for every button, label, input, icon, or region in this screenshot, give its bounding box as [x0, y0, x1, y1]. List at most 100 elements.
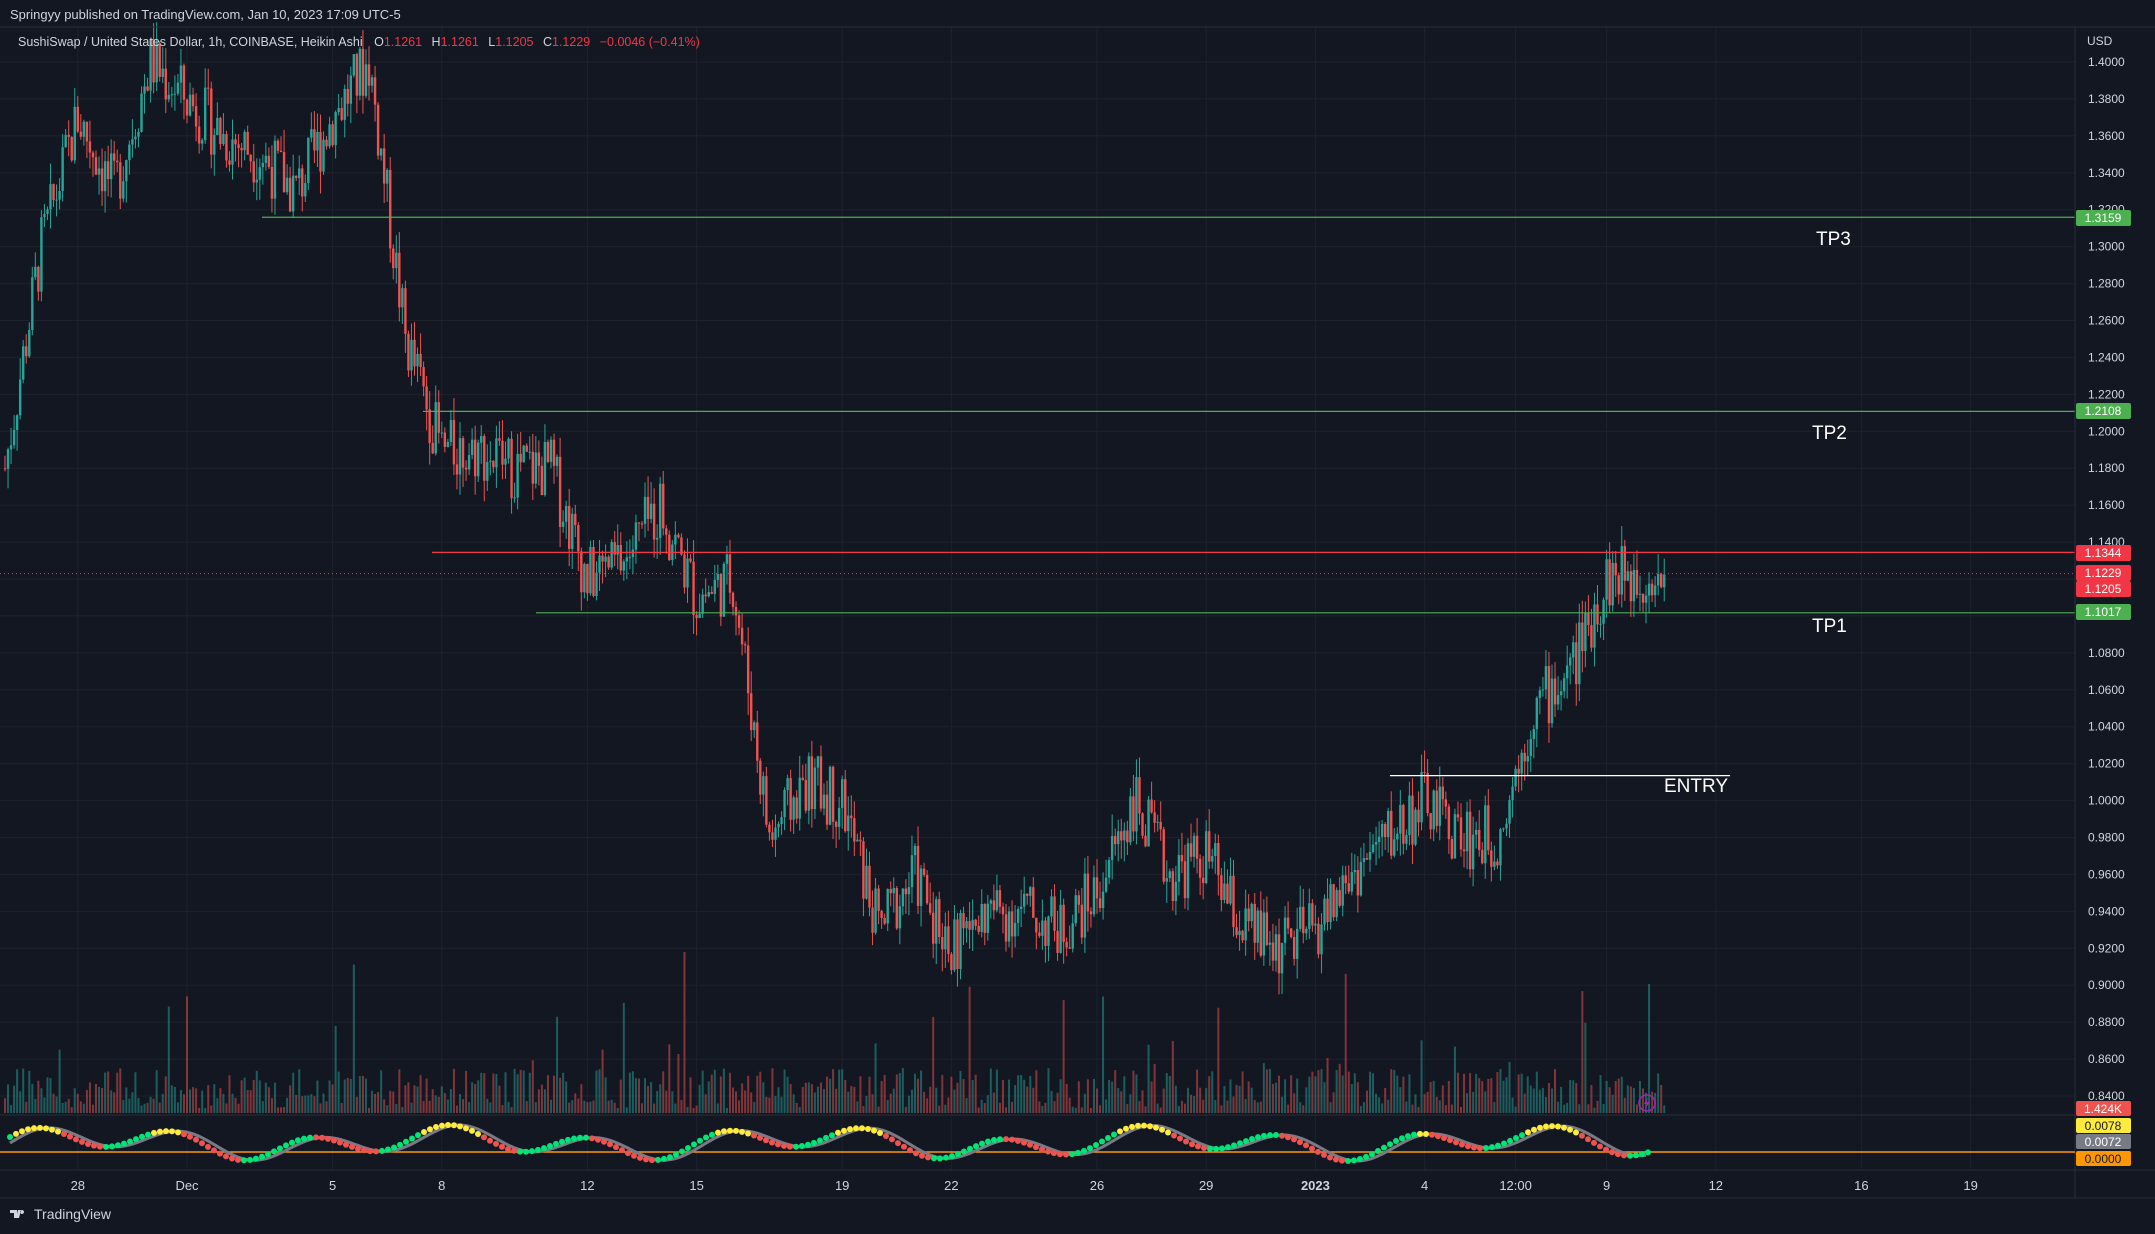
candle-body	[334, 112, 337, 146]
candle-body	[204, 87, 207, 141]
candle-body	[182, 65, 186, 100]
volume-bar	[428, 1100, 431, 1113]
volume-bar	[1065, 1083, 1068, 1113]
candle-body	[449, 419, 453, 443]
ohlc-h-label: H	[432, 35, 441, 49]
candle-body	[483, 436, 486, 481]
volume-bar	[774, 1095, 777, 1113]
candle-body	[49, 184, 52, 210]
price-label-tp2: 1.2108	[2076, 403, 2131, 419]
volume-bar	[525, 1101, 528, 1113]
candle-body	[1408, 795, 1411, 836]
volume-bar	[895, 1074, 898, 1113]
candle-body	[273, 140, 277, 199]
grid	[0, 27, 2075, 1170]
candle-body	[1147, 799, 1150, 847]
candle-body	[1292, 936, 1296, 959]
volume-bar	[1281, 1096, 1284, 1113]
candle-body	[862, 841, 865, 899]
candle-body	[798, 777, 801, 819]
candle-body	[401, 288, 404, 308]
candle-body	[1663, 574, 1666, 588]
volume-bar	[1092, 1078, 1095, 1113]
volume-bar	[31, 1083, 34, 1113]
candle-body	[825, 794, 829, 825]
svg-text:1.2108: 1.2108	[2085, 404, 2122, 418]
candle-body	[1120, 831, 1123, 841]
candle-body	[422, 367, 425, 387]
candle-body	[771, 832, 774, 840]
volume-bar	[1199, 1087, 1202, 1113]
volume-bar	[1547, 1082, 1550, 1113]
volume-bar	[768, 1097, 771, 1113]
candle-body	[932, 912, 935, 944]
volume-bar	[52, 1093, 55, 1113]
volume-bar	[434, 1095, 437, 1113]
candle-body	[1305, 928, 1308, 934]
price-tick-label: 1.3000	[2088, 240, 2125, 254]
volume-bar	[1614, 1080, 1617, 1113]
tradingview-footer[interactable]: TradingView	[10, 1206, 111, 1222]
volume-bar	[401, 1107, 404, 1113]
candle-body	[1590, 625, 1593, 648]
volume-bar	[1393, 1070, 1396, 1113]
candle-body	[464, 467, 468, 470]
volume-bar	[850, 1086, 853, 1113]
price-axis[interactable]: 1.40001.38001.36001.34001.32001.30001.28…	[2088, 55, 2125, 1103]
annotation-tp1[interactable]: TP1	[1812, 616, 1847, 637]
volume-bar	[113, 1092, 116, 1113]
candle-body	[1205, 831, 1208, 883]
volume-bar	[1183, 1103, 1186, 1113]
annotation-tp3[interactable]: TP3	[1816, 229, 1851, 250]
volume-bar	[1593, 1107, 1596, 1113]
volume-bar	[1651, 1091, 1654, 1113]
candle-body	[128, 144, 131, 161]
candle-body	[1156, 821, 1159, 823]
symbol-legend[interactable]: SushiSwap / United States Dollar, 1h, CO…	[18, 35, 700, 49]
volume-bar	[371, 1090, 374, 1113]
candle-body	[947, 926, 950, 955]
volume-bar	[25, 1101, 28, 1113]
candle-body	[1232, 875, 1235, 928]
candle-body	[1656, 574, 1660, 586]
candle-body	[643, 496, 647, 524]
volume-bar	[1484, 1091, 1487, 1113]
candle-body	[1071, 923, 1074, 949]
annotation-entry[interactable]: ENTRY	[1664, 776, 1728, 797]
candle-body	[52, 184, 55, 201]
candle-body	[328, 124, 331, 147]
candle-body	[395, 252, 398, 269]
volume-bar	[1335, 1070, 1338, 1113]
volume-bar	[1417, 1107, 1420, 1113]
annotation-tp2[interactable]: TP2	[1812, 423, 1847, 444]
volume-bar	[1456, 1072, 1459, 1113]
volume-bar	[783, 1069, 786, 1113]
svg-text:1.424K: 1.424K	[2084, 1102, 2122, 1116]
tradingview-logo-icon	[10, 1210, 25, 1218]
volume-bar	[413, 1085, 416, 1113]
volume-bar	[562, 1072, 565, 1113]
lightning-icon[interactable]	[1638, 1094, 1656, 1112]
candle-body	[780, 817, 783, 825]
candle-body	[237, 144, 240, 148]
volume-bar	[1223, 1086, 1226, 1113]
time-axis[interactable]: 28 Dec 5 8 12 15 19 22 26 29 2023 4 12:00 9 12 16 19	[71, 1178, 1978, 1193]
volume-bar	[680, 1099, 683, 1113]
candle-body	[1341, 875, 1344, 906]
volume-bar	[416, 1086, 419, 1113]
candle-body	[1520, 752, 1523, 774]
volume-bar	[1020, 1074, 1023, 1113]
volume-bar	[941, 1074, 944, 1113]
volume-bar	[647, 1085, 650, 1113]
volume-bar	[1408, 1074, 1411, 1113]
volume-bar	[886, 1099, 889, 1113]
volume-bar	[1014, 1085, 1017, 1113]
candle-body	[552, 439, 556, 466]
volume-bar	[929, 1086, 932, 1113]
volume-bar	[1165, 1073, 1168, 1113]
volume-bar	[277, 1107, 279, 1113]
time-tick-label: 16	[1854, 1178, 1868, 1193]
price-tick-label: 1.3800	[2088, 92, 2125, 106]
volume-bar	[1238, 1085, 1241, 1113]
